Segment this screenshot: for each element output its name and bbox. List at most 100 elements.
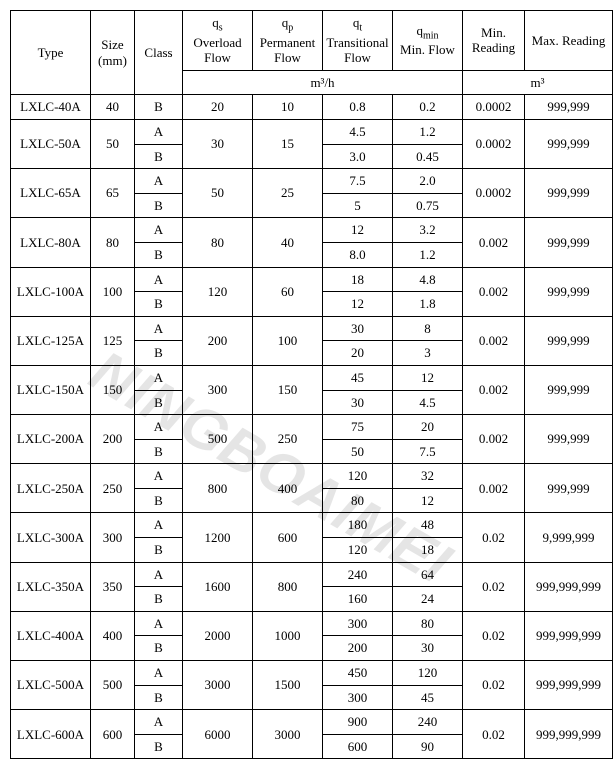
cell-maxread: 999,999,999 — [525, 661, 613, 710]
cell-qp: 1000 — [253, 611, 323, 660]
cell-type: LXLC-250A — [11, 464, 91, 513]
table-row: LXLC-400A400A20001000300800.02999,999,99… — [11, 611, 613, 636]
cell-maxread: 9,999,999 — [525, 513, 613, 562]
cell-qmin: 4.5 — [393, 390, 463, 415]
cell-qt: 30 — [323, 316, 393, 341]
hdr-qs: qsOverload Flow — [183, 11, 253, 71]
cell-maxread: 999,999,999 — [525, 710, 613, 759]
cell-qp: 800 — [253, 562, 323, 611]
cell-maxread: 999,999 — [525, 218, 613, 267]
cell-type: LXLC-65A — [11, 169, 91, 218]
cell-class: B — [135, 538, 183, 563]
cell-qs: 20 — [183, 95, 253, 120]
cell-qmin: 20 — [393, 415, 463, 440]
cell-size: 250 — [91, 464, 135, 513]
table-row: LXLC-500A500A300015004501200.02999,999,9… — [11, 661, 613, 686]
cell-qt: 12 — [323, 218, 393, 243]
cell-maxread: 999,999 — [525, 316, 613, 365]
cell-qt: 20 — [323, 341, 393, 366]
cell-minread: 0.0002 — [463, 169, 525, 218]
cell-type: LXLC-300A — [11, 513, 91, 562]
cell-class: B — [135, 390, 183, 415]
table-row: LXLC-150A150A30015045120.002999,999 — [11, 365, 613, 390]
cell-qt: 120 — [323, 538, 393, 563]
cell-class: B — [135, 292, 183, 317]
cell-qmin: 12 — [393, 488, 463, 513]
cell-qmin: 1.2 — [393, 242, 463, 267]
cell-qt: 4.5 — [323, 119, 393, 144]
cell-maxread: 999,999,999 — [525, 562, 613, 611]
cell-qmin: 4.8 — [393, 267, 463, 292]
cell-minread: 0.02 — [463, 661, 525, 710]
cell-qs: 50 — [183, 169, 253, 218]
cell-maxread: 999,999 — [525, 95, 613, 120]
cell-qmin: 0.2 — [393, 95, 463, 120]
cell-qmin: 24 — [393, 587, 463, 612]
cell-type: LXLC-50A — [11, 119, 91, 168]
cell-qs: 300 — [183, 365, 253, 414]
cell-type: LXLC-500A — [11, 661, 91, 710]
cell-minread: 0.02 — [463, 611, 525, 660]
cell-type: LXLC-80A — [11, 218, 91, 267]
cell-qs: 3000 — [183, 661, 253, 710]
cell-class: A — [135, 513, 183, 538]
cell-class: A — [135, 710, 183, 735]
cell-qt: 30 — [323, 390, 393, 415]
cell-qt: 7.5 — [323, 169, 393, 194]
cell-qmin: 90 — [393, 734, 463, 759]
cell-qt: 160 — [323, 587, 393, 612]
spec-table: Type Size (mm) Class qsOverload Flow qpP… — [10, 10, 613, 759]
cell-class: A — [135, 464, 183, 489]
cell-minread: 0.0002 — [463, 95, 525, 120]
cell-qp: 10 — [253, 95, 323, 120]
table-row: LXLC-80A80A8040123.20.002999,999 — [11, 218, 613, 243]
cell-qmin: 3 — [393, 341, 463, 366]
hdr-unit-flow: m³/h — [183, 70, 463, 95]
hdr-type: Type — [11, 11, 91, 95]
table-row: LXLC-600A600A600030009002400.02999,999,9… — [11, 710, 613, 735]
cell-qmin: 45 — [393, 685, 463, 710]
cell-qp: 60 — [253, 267, 323, 316]
cell-size: 125 — [91, 316, 135, 365]
cell-qt: 600 — [323, 734, 393, 759]
cell-class: B — [135, 144, 183, 169]
cell-type: LXLC-400A — [11, 611, 91, 660]
cell-qt: 75 — [323, 415, 393, 440]
cell-qs: 30 — [183, 119, 253, 168]
cell-type: LXLC-200A — [11, 415, 91, 464]
cell-qs: 1200 — [183, 513, 253, 562]
cell-maxread: 999,999 — [525, 169, 613, 218]
cell-qmin: 1.8 — [393, 292, 463, 317]
cell-qmin: 0.45 — [393, 144, 463, 169]
cell-maxread: 999,999 — [525, 119, 613, 168]
table-body: LXLC-40A40B20100.80.20.0002999,999LXLC-5… — [11, 95, 613, 759]
cell-qp: 25 — [253, 169, 323, 218]
cell-qs: 1600 — [183, 562, 253, 611]
cell-qmin: 2.0 — [393, 169, 463, 194]
cell-type: LXLC-125A — [11, 316, 91, 365]
cell-class: A — [135, 218, 183, 243]
table-row: LXLC-200A200A50025075200.002999,999 — [11, 415, 613, 440]
cell-size: 400 — [91, 611, 135, 660]
cell-qt: 900 — [323, 710, 393, 735]
hdr-minread: Min. Reading — [463, 11, 525, 71]
cell-qs: 6000 — [183, 710, 253, 759]
hdr-size: Size (mm) — [91, 11, 135, 95]
cell-qp: 400 — [253, 464, 323, 513]
cell-size: 100 — [91, 267, 135, 316]
table-row: LXLC-250A250A800400120320.002999,999 — [11, 464, 613, 489]
table-row: LXLC-300A300A1200600180480.029,999,999 — [11, 513, 613, 538]
cell-class: A — [135, 119, 183, 144]
cell-qmin: 240 — [393, 710, 463, 735]
cell-qmin: 12 — [393, 365, 463, 390]
cell-class: B — [135, 636, 183, 661]
cell-type: LXLC-150A — [11, 365, 91, 414]
cell-maxread: 999,999 — [525, 267, 613, 316]
cell-qt: 8.0 — [323, 242, 393, 267]
cell-minread: 0.002 — [463, 316, 525, 365]
table-row: LXLC-125A125A2001003080.002999,999 — [11, 316, 613, 341]
cell-class: B — [135, 439, 183, 464]
cell-maxread: 999,999,999 — [525, 611, 613, 660]
cell-size: 65 — [91, 169, 135, 218]
hdr-qmin: qminMin. Flow — [393, 11, 463, 71]
